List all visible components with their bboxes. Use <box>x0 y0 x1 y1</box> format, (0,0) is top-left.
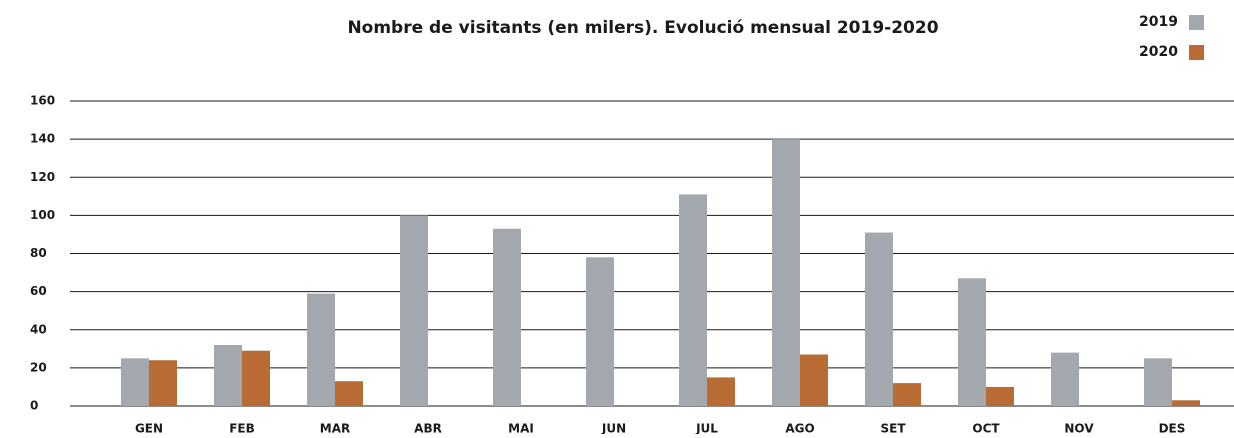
bar <box>772 139 800 406</box>
y-tick-label: 160 <box>30 94 55 108</box>
y-tick-label: 20 <box>30 360 47 374</box>
bar <box>307 293 335 406</box>
x-tick-label: JUN <box>601 422 626 435</box>
bar <box>242 350 270 406</box>
x-tick-label: ABR <box>414 422 442 435</box>
x-tick-label: SET <box>880 422 906 435</box>
bar <box>800 354 828 406</box>
y-tick-label: 120 <box>30 170 55 184</box>
bar <box>865 232 893 406</box>
y-tick-label: 80 <box>30 246 47 260</box>
bar <box>335 381 363 406</box>
bar <box>679 194 707 406</box>
legend-label: 2019 <box>1139 14 1178 30</box>
x-tick-label: GEN <box>135 422 163 435</box>
x-tick-label: FEB <box>229 422 255 435</box>
y-tick-label: 60 <box>30 284 47 298</box>
x-tick-label: MAI <box>508 422 534 435</box>
y-tick-label: 140 <box>30 132 55 146</box>
bar <box>493 228 521 406</box>
bar <box>214 345 242 406</box>
bar <box>1051 352 1079 406</box>
legend-swatch <box>1189 15 1204 30</box>
bar <box>1144 358 1172 406</box>
chart-title: Nombre de visitants (en milers). Evoluci… <box>347 18 938 38</box>
bar <box>1172 400 1200 406</box>
bar <box>400 215 428 406</box>
bar <box>707 377 735 406</box>
bar <box>586 257 614 406</box>
bar <box>149 360 177 406</box>
bar <box>986 386 1014 406</box>
x-tick-label: JUL <box>695 422 718 435</box>
y-tick-label: 100 <box>30 208 55 222</box>
legend-swatch <box>1189 45 1204 60</box>
bar <box>958 278 986 406</box>
y-tick-label: 40 <box>30 322 47 336</box>
x-tick-label: NOV <box>1064 422 1094 435</box>
bar <box>893 383 921 406</box>
x-tick-label: OCT <box>972 422 1000 435</box>
x-tick-label: AGO <box>785 422 814 435</box>
y-tick-label: 0 <box>30 399 38 413</box>
legend-label: 2020 <box>1139 44 1178 60</box>
bar <box>121 358 149 406</box>
x-tick-label: MAR <box>320 422 350 435</box>
x-tick-label: DES <box>1159 422 1186 435</box>
